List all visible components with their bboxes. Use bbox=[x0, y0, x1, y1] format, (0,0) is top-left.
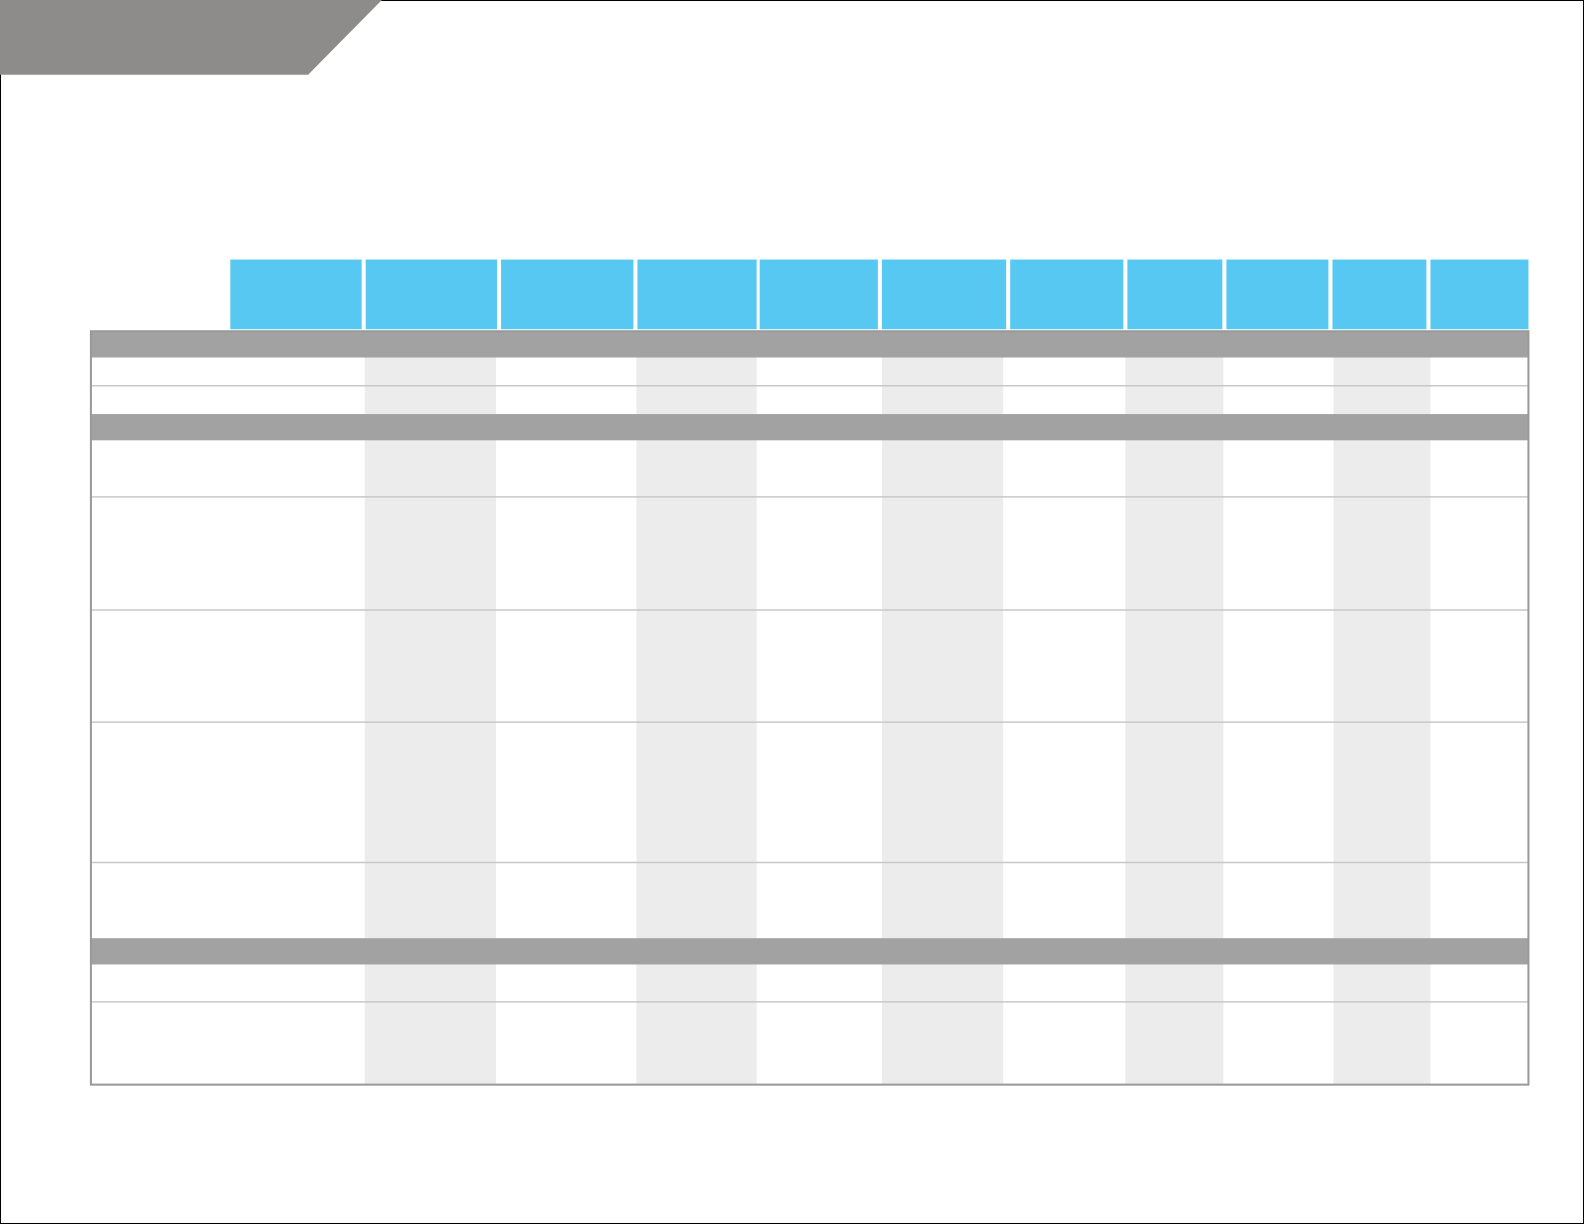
header-cell bbox=[501, 259, 634, 330]
table bbox=[89, 259, 1530, 1086]
shaded-column bbox=[636, 331, 757, 1085]
shaded-column bbox=[1125, 331, 1224, 1085]
shaded-column bbox=[881, 331, 1004, 1085]
header-cell bbox=[759, 259, 878, 330]
header-cell bbox=[1127, 259, 1223, 330]
header-cell bbox=[637, 259, 757, 330]
header-cell bbox=[1332, 259, 1427, 330]
section-band bbox=[90, 938, 1529, 965]
header-cell bbox=[1430, 259, 1529, 330]
header-cell bbox=[1010, 259, 1124, 330]
table-border bbox=[89, 330, 1530, 1086]
section-band bbox=[90, 414, 1529, 441]
shaded-column bbox=[1333, 331, 1431, 1085]
header-cell bbox=[1226, 259, 1329, 330]
section-band bbox=[90, 331, 1529, 358]
shaded-column bbox=[364, 331, 497, 1085]
header-cell bbox=[881, 259, 1007, 330]
header-tab bbox=[0, 0, 382, 75]
header-cell bbox=[230, 259, 362, 330]
header-cell bbox=[365, 259, 498, 330]
